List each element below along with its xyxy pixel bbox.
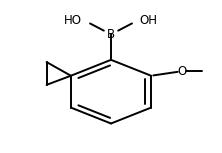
Text: HO: HO: [64, 14, 82, 27]
Text: B: B: [107, 28, 115, 41]
Text: O: O: [177, 65, 187, 78]
Text: OH: OH: [140, 14, 158, 27]
